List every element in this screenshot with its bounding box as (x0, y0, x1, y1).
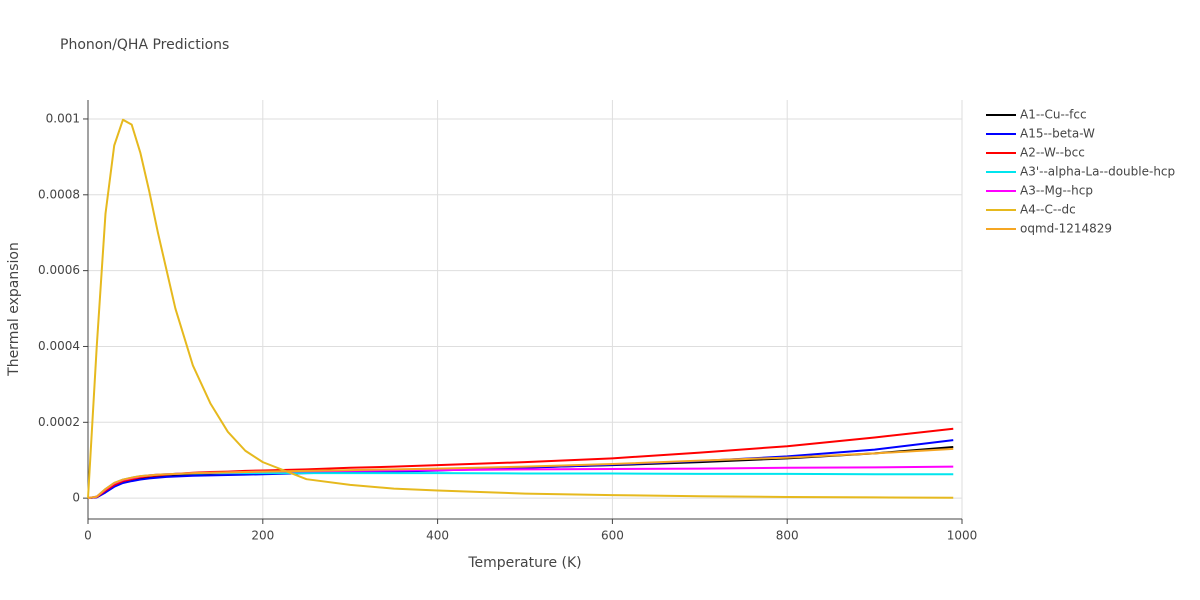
y-tick-label: 0.001 (46, 111, 80, 125)
legend-label: A1--Cu--fcc (1020, 108, 1087, 122)
legend-label: A15--beta-W (1020, 127, 1095, 141)
x-tick-label: 0 (84, 529, 92, 543)
chart-title: Phonon/QHA Predictions (60, 37, 229, 53)
legend: A1--Cu--fcc A15--beta-W A2--W--bcc A3'--alp… (986, 108, 1175, 236)
legend-label: A4--C--dc (1020, 203, 1076, 217)
x-tick-label: 200 (251, 529, 274, 543)
y-tick-label: 0.0004 (38, 339, 80, 353)
x-tick-label: 1000 (947, 529, 978, 543)
plot-area (87, 118, 954, 500)
y-tick-label: 0.0006 (38, 263, 80, 277)
legend-label: A2--W--bcc (1020, 146, 1085, 160)
y-tick-label: 0.0008 (38, 187, 80, 201)
x-tick-label: 600 (601, 529, 624, 543)
series-line (87, 447, 954, 500)
x-tick-label: 800 (776, 529, 799, 543)
y-tick-label: 0 (72, 491, 80, 505)
legend-label: oqmd-1214829 (1020, 222, 1112, 236)
grid: 0 200 400 600 800 1000 0 0.0002 0.0004 0.0006 0.00… (38, 100, 977, 543)
y-axis-title: Thermal expansion (6, 242, 22, 377)
legend-label: A3'--alpha-La--double-hcp (1020, 165, 1175, 179)
legend-label: A3--Mg--hcp (1020, 184, 1093, 198)
x-axis-title: Temperature (K) (467, 555, 581, 571)
x-tick-label: 400 (426, 529, 449, 543)
y-tick-label: 0.0002 (38, 415, 80, 429)
series-line (87, 118, 954, 499)
series-line (87, 427, 954, 500)
